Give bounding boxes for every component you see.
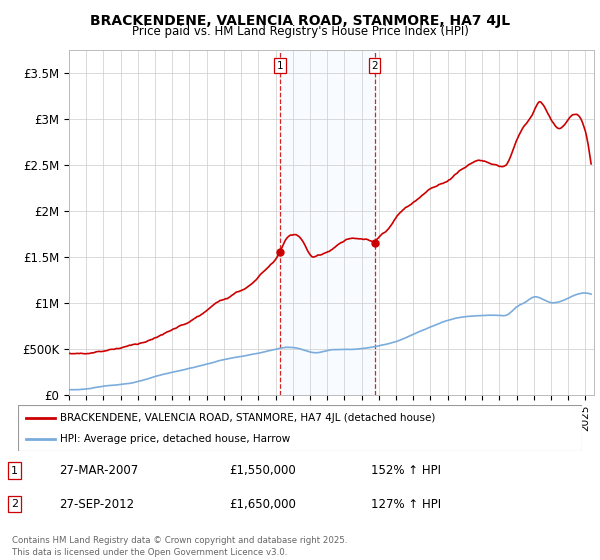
Text: 27-MAR-2007: 27-MAR-2007 [59,464,138,477]
Text: £1,550,000: £1,550,000 [229,464,296,477]
Text: 127% ↑ HPI: 127% ↑ HPI [371,497,440,511]
Text: 1: 1 [11,465,19,475]
Text: 2: 2 [11,499,19,509]
Text: 1: 1 [277,60,283,71]
Text: £1,650,000: £1,650,000 [229,497,296,511]
Text: 152% ↑ HPI: 152% ↑ HPI [371,464,440,477]
Text: 27-SEP-2012: 27-SEP-2012 [59,497,134,511]
Text: BRACKENDENE, VALENCIA ROAD, STANMORE, HA7 4JL: BRACKENDENE, VALENCIA ROAD, STANMORE, HA… [90,14,510,28]
Text: 2: 2 [371,60,378,71]
Text: Contains HM Land Registry data © Crown copyright and database right 2025.
This d: Contains HM Land Registry data © Crown c… [12,536,347,557]
Text: Price paid vs. HM Land Registry's House Price Index (HPI): Price paid vs. HM Land Registry's House … [131,25,469,38]
Text: HPI: Average price, detached house, Harrow: HPI: Average price, detached house, Harr… [60,435,290,444]
Text: BRACKENDENE, VALENCIA ROAD, STANMORE, HA7 4JL (detached house): BRACKENDENE, VALENCIA ROAD, STANMORE, HA… [60,413,436,423]
FancyBboxPatch shape [18,405,582,451]
Bar [280,50,374,395]
